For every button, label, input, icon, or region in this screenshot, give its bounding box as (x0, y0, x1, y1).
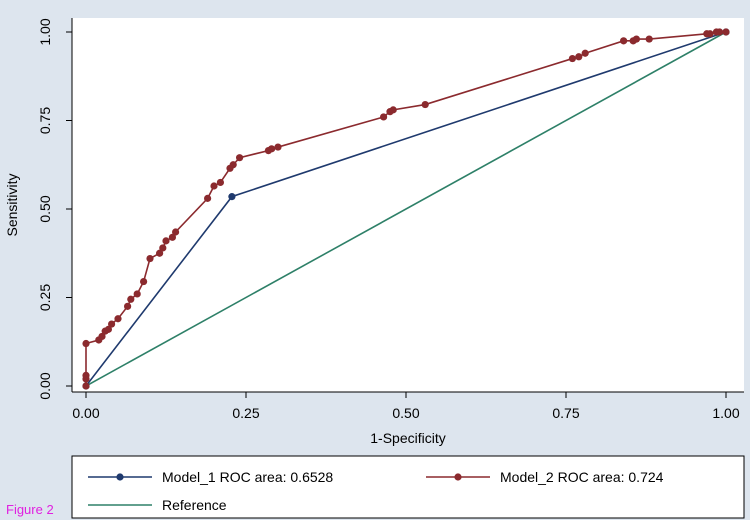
series-2-point (568, 54, 577, 63)
legend-box (71, 455, 745, 519)
series-2-point (716, 28, 724, 36)
y-ticks: 0.00 0.25 0.50 0.75 1.00 (37, 18, 72, 400)
x-axis-title: 1-Specificity (370, 430, 445, 446)
series-2-point (168, 233, 176, 241)
legend-marker-1 (116, 473, 124, 481)
series-2-point (421, 100, 429, 109)
legend-label-1: Model_1 ROC area: 0.6528 (162, 469, 333, 485)
legend: Model_1 ROC area: 0.6528 Model_2 ROC area… (71, 455, 745, 519)
series-2-point (162, 237, 170, 245)
series-2-point (108, 320, 116, 328)
plot-area (72, 18, 744, 392)
series-2-point (575, 53, 583, 61)
series-layer (82, 28, 730, 390)
series-2-point (268, 145, 276, 153)
series-2-point (210, 182, 218, 190)
y-axis-title: Sensitivity (4, 173, 20, 236)
x-tick-label: 0.25 (232, 405, 259, 421)
series-2-point (104, 325, 112, 333)
y-tick-label: 0.50 (37, 195, 53, 222)
series-2-point (204, 194, 212, 202)
series-2-point (127, 295, 135, 303)
series-2-point (172, 228, 180, 236)
series-2-point (133, 290, 141, 298)
series-2-point (722, 28, 730, 36)
x-tick-label: 0.75 (552, 405, 579, 421)
y-tick-label: 0.00 (37, 372, 53, 399)
series-line-3 (85, 31, 727, 387)
series-1-point (228, 193, 236, 201)
legend-label-2: Model_2 ROC area: 0.724 (500, 469, 664, 485)
series-2-point (380, 113, 388, 121)
series-2-point (124, 302, 132, 310)
series-2-point (98, 332, 106, 341)
series-2-point (620, 37, 628, 45)
series-2-point (156, 249, 164, 257)
series-2-point (229, 161, 237, 169)
series-2-point (82, 339, 90, 348)
series-2-point (274, 143, 282, 151)
series-2-point (82, 382, 90, 390)
series-2-point (146, 254, 154, 263)
series-2-point (114, 315, 122, 323)
series-2-point (645, 35, 653, 43)
series-2-point (632, 35, 641, 43)
y-tick-label: 0.75 (37, 107, 53, 134)
series-2-point (236, 154, 244, 162)
x-tick-label: 0.00 (72, 405, 99, 421)
figure-caption: Figure 2 (6, 502, 54, 517)
x-tick-label: 1.00 (712, 405, 739, 421)
y-tick-label: 0.25 (37, 284, 53, 311)
series-2-point (82, 371, 90, 379)
series-2-point (159, 244, 167, 252)
legend-label-3: Reference (162, 497, 227, 513)
x-ticks: 0.00 0.25 0.50 0.75 1.00 (72, 392, 740, 421)
series-2-point (706, 30, 714, 38)
x-tick-label: 0.50 (392, 405, 419, 421)
legend-marker-2 (454, 473, 462, 481)
y-tick-label: 1.00 (37, 18, 53, 45)
series-2-point (581, 49, 589, 57)
series-2-point (140, 277, 148, 286)
series-2-point (216, 178, 224, 187)
series-2-point (389, 106, 397, 114)
